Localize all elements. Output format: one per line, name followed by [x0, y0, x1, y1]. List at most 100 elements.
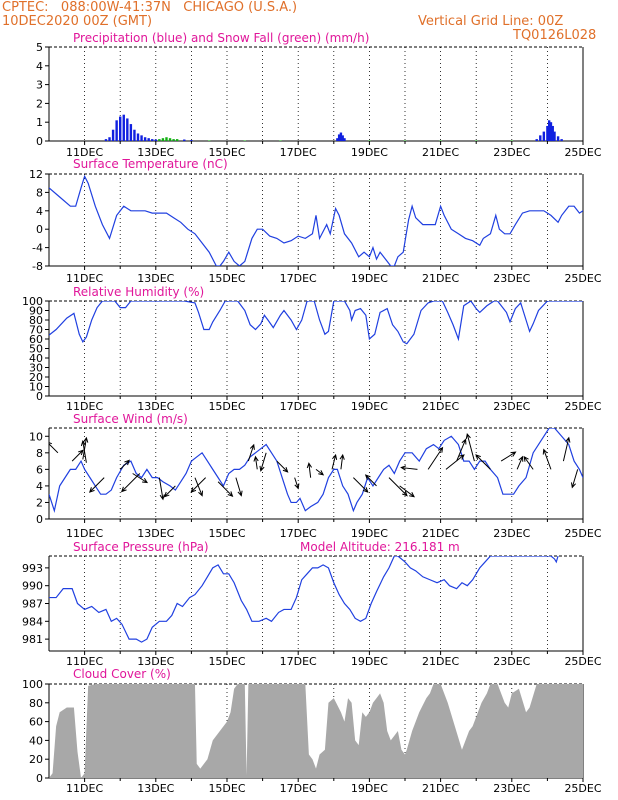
header-location: CPTEC: 088:00W-41:37N CHICAGO (U.S.A.) — [2, 0, 298, 15]
rh-title: Relative Humidity (%) — [73, 285, 204, 299]
header-datetime: 10DEC2020 00Z (GMT) — [2, 14, 153, 29]
precip-bar — [403, 140, 407, 141]
precip-data — [104, 114, 563, 141]
pressure-panel: Surface Pressure (hPa) Model Altitude: 21… — [22, 540, 602, 668]
wind-arrow — [253, 455, 259, 470]
precip-panel: Precipitation (blue) and Snow Fall (gree… — [36, 31, 602, 159]
wind-arrow — [364, 474, 377, 487]
cloud-ytick-label: 80 — [29, 697, 43, 710]
temp-title: Surface Temperature (nC) — [73, 157, 228, 171]
wind-xtick-label: 13DEC — [137, 527, 174, 540]
precip-bar — [133, 129, 136, 141]
precip-ytick-label: 2 — [36, 97, 43, 110]
precip-bar — [208, 140, 211, 141]
wind-ytick-label: 6 — [36, 463, 43, 476]
precip-bar — [151, 139, 154, 141]
wind-arrow — [542, 448, 552, 470]
rh-line — [49, 301, 583, 345]
pressure-xtick-label: 21DEC — [422, 655, 459, 668]
pressure-xtick-label: 19DEC — [351, 655, 388, 668]
wind-arrow — [331, 453, 338, 470]
pressure-data — [49, 556, 559, 643]
temp-xtick-label: 11DEC — [66, 272, 103, 285]
wind-arrow — [132, 473, 149, 484]
precip-bar — [542, 131, 546, 141]
precip-bar — [111, 129, 115, 141]
wind-ytick-label: 4 — [36, 480, 43, 493]
precip-xtick-label: 15DEC — [208, 146, 245, 159]
precip-ytick-label: 1 — [36, 116, 43, 129]
wind-arrow — [388, 477, 408, 497]
rh-ytick-label: 30 — [29, 362, 43, 375]
temp-xtick-label: 23DEC — [493, 272, 530, 285]
precip-bar — [143, 137, 147, 141]
header-code: TQ0126L028 — [513, 28, 597, 43]
wind-arrow — [339, 453, 345, 470]
temp-xtick-label: 13DEC — [137, 272, 174, 285]
precip-bar — [339, 132, 343, 141]
wind-arrow — [562, 436, 571, 462]
rh-xtick-label: 11DEC — [66, 400, 103, 413]
wind-xtick-label: 21DEC — [422, 527, 459, 540]
cloud-xtick-label: 19DEC — [351, 782, 388, 795]
precip-xtick-label: 23DEC — [493, 146, 530, 159]
wind-arrow — [247, 443, 255, 462]
wind-arrow — [163, 485, 176, 498]
precip-bar — [147, 138, 150, 141]
rh-ytick-label: 0 — [36, 390, 43, 403]
wind-arrow — [276, 460, 289, 473]
wind-xtick-label: 15DEC — [208, 527, 245, 540]
wind-arrow — [400, 465, 418, 471]
temp-panel: Surface Temperature (nC) -8 -4 0 4 8 12 11DEC 13… — [29, 157, 602, 285]
precip-bar — [547, 120, 551, 141]
wind-arrow — [120, 473, 141, 493]
temp-xtick-label: 19DEC — [351, 272, 388, 285]
cloud-ytick-label: 100 — [22, 678, 43, 691]
precip-bar — [549, 122, 553, 141]
precip-bar — [343, 138, 346, 141]
wind-arrow — [353, 477, 369, 493]
pressure-ytick-label: 990 — [22, 580, 43, 593]
cloud-xtick-label: 23DEC — [493, 782, 530, 795]
precip-bar — [126, 118, 129, 141]
pressure-title: Surface Pressure (hPa) — [73, 540, 209, 554]
pressure-xtick-label: 23DEC — [493, 655, 530, 668]
precip-xtick-label: 13DEC — [137, 146, 174, 159]
wind-title: Surface Wind (m/s) — [73, 412, 188, 426]
wind-xtick-label: 17DEC — [280, 527, 317, 540]
precip-bar — [172, 139, 175, 141]
pressure-xtick-label: 15DEC — [208, 655, 245, 668]
cloud-data — [49, 684, 583, 778]
wind-arrow — [194, 477, 204, 497]
rh-data — [49, 301, 583, 345]
rh-ytick-label: 100 — [22, 295, 43, 308]
wind-arrow — [445, 454, 465, 470]
wind-arrow — [516, 455, 524, 470]
precip-ytick-label: 3 — [36, 79, 43, 92]
cloud-cover-area — [49, 684, 583, 778]
precip-ytick-label: 0 — [36, 135, 43, 148]
temp-xtick-label: 21DEC — [422, 272, 459, 285]
wind-data — [49, 428, 583, 514]
precip-bar — [546, 125, 549, 141]
temp-xtick-label: 17DEC — [280, 272, 317, 285]
wind-arrow — [306, 462, 312, 478]
cloud-xtick-label: 15DEC — [208, 782, 245, 795]
precip-bar — [341, 135, 344, 141]
precip-bar — [183, 139, 186, 141]
wind-arrow — [259, 452, 267, 472]
wind-arrow — [427, 446, 444, 470]
temp-ytick-label: 12 — [29, 168, 43, 181]
pressure-xtick-label: 25DEC — [564, 655, 601, 668]
wind-ytick-label: 8 — [36, 447, 43, 460]
temp-xtick-label: 15DEC — [208, 272, 245, 285]
precip-xtick-label: 17DEC — [280, 146, 317, 159]
wind-arrow — [80, 440, 87, 463]
precip-bar — [108, 137, 111, 141]
wind-arrow — [315, 468, 325, 476]
wind-arrow — [523, 455, 534, 470]
cloud-ytick-label: 60 — [29, 716, 43, 729]
precip-ytick-label: 5 — [36, 41, 43, 54]
temp-xtick-label: 25DEC — [564, 272, 601, 285]
